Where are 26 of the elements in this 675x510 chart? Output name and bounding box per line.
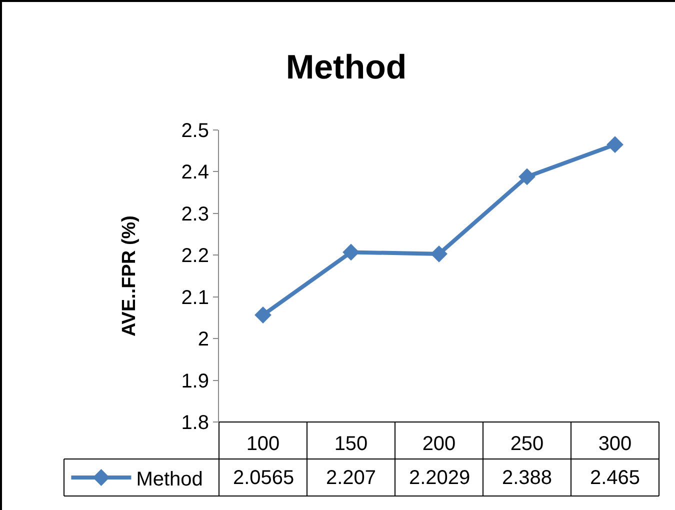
data-label: 2.388 (502, 467, 552, 489)
point (342, 244, 360, 261)
x-tick-label: 100 (246, 433, 280, 455)
point (430, 245, 448, 262)
y-tick-label: 2.1 (181, 286, 209, 309)
chart-title: Method (286, 48, 407, 87)
y-tick-label: 2 (198, 328, 209, 351)
point (254, 306, 272, 324)
data-label: 2.207 (326, 467, 376, 489)
y-tick-label: 2.4 (181, 162, 209, 184)
data-label: 2.2029 (409, 467, 470, 489)
x-tick-label: 150 (334, 433, 368, 455)
y-tick-label: 2.2 (181, 245, 209, 268)
x-tick-label: 200 (422, 433, 456, 455)
y-tick-label: 1.8 (181, 412, 209, 434)
x-tick-label: 300 (598, 433, 632, 455)
y-tick-label: 1.9 (181, 370, 209, 392)
point (606, 136, 624, 154)
point (518, 168, 536, 186)
data-label: 2.0565 (233, 467, 294, 489)
x-tick-label: 250 (510, 433, 544, 455)
y-tick-label: 2.3 (181, 203, 209, 226)
y-axis-title: AVE..FPR (%) (119, 215, 140, 337)
legend-label: Method (136, 468, 203, 490)
y-tick-label: 2.5 (181, 120, 209, 142)
data-label: 2.465 (590, 467, 640, 489)
